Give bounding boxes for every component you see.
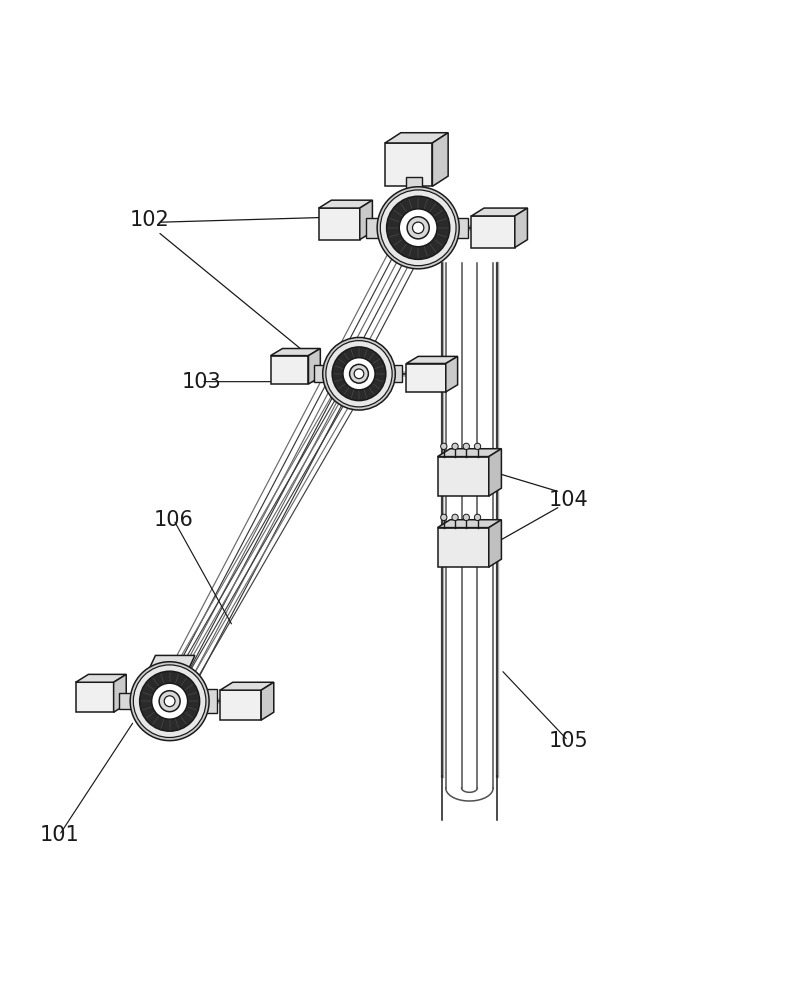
Bar xyxy=(366,218,379,238)
Polygon shape xyxy=(471,208,527,216)
Circle shape xyxy=(326,341,392,407)
Circle shape xyxy=(452,443,458,450)
Polygon shape xyxy=(437,457,488,496)
Polygon shape xyxy=(471,216,514,248)
Bar xyxy=(204,689,217,713)
Polygon shape xyxy=(437,520,502,528)
Circle shape xyxy=(133,665,206,737)
Polygon shape xyxy=(360,200,372,240)
Text: 105: 105 xyxy=(548,731,588,751)
Circle shape xyxy=(440,514,447,521)
Text: 103: 103 xyxy=(181,372,221,392)
Circle shape xyxy=(350,364,368,383)
Circle shape xyxy=(159,691,180,712)
Circle shape xyxy=(474,514,481,521)
Circle shape xyxy=(452,514,458,521)
Polygon shape xyxy=(437,528,488,567)
Bar xyxy=(391,365,402,382)
Text: 106: 106 xyxy=(154,510,193,530)
Text: 104: 104 xyxy=(548,490,588,510)
Polygon shape xyxy=(261,682,274,720)
Polygon shape xyxy=(150,655,195,667)
Polygon shape xyxy=(432,133,448,186)
Circle shape xyxy=(463,443,469,450)
Polygon shape xyxy=(271,356,308,384)
Circle shape xyxy=(140,671,200,731)
Polygon shape xyxy=(488,449,502,496)
Circle shape xyxy=(474,443,481,450)
Polygon shape xyxy=(385,133,448,143)
Text: 102: 102 xyxy=(130,210,170,230)
Circle shape xyxy=(463,514,469,521)
Circle shape xyxy=(413,222,424,233)
Circle shape xyxy=(130,662,209,741)
Circle shape xyxy=(151,683,188,719)
Polygon shape xyxy=(514,208,527,248)
Polygon shape xyxy=(220,690,261,720)
Circle shape xyxy=(164,696,175,707)
Circle shape xyxy=(440,443,447,450)
Text: 101: 101 xyxy=(39,825,79,845)
Bar xyxy=(119,693,133,709)
Polygon shape xyxy=(488,520,502,567)
Bar xyxy=(406,177,422,197)
Circle shape xyxy=(343,358,375,390)
Polygon shape xyxy=(437,449,502,457)
Polygon shape xyxy=(271,349,320,356)
Polygon shape xyxy=(446,356,458,392)
Circle shape xyxy=(380,190,456,266)
Circle shape xyxy=(377,187,459,269)
Polygon shape xyxy=(319,200,372,208)
Polygon shape xyxy=(76,682,114,712)
Polygon shape xyxy=(76,674,126,682)
Circle shape xyxy=(387,196,450,259)
Circle shape xyxy=(332,347,386,401)
Polygon shape xyxy=(406,356,458,364)
Polygon shape xyxy=(319,208,360,240)
Polygon shape xyxy=(308,349,320,384)
Polygon shape xyxy=(385,143,432,186)
Circle shape xyxy=(407,217,429,239)
Circle shape xyxy=(399,209,437,247)
Bar xyxy=(455,218,468,238)
Circle shape xyxy=(323,337,395,410)
Bar xyxy=(313,365,326,382)
Circle shape xyxy=(354,369,364,379)
Polygon shape xyxy=(114,674,126,712)
Polygon shape xyxy=(406,364,446,392)
Polygon shape xyxy=(220,682,274,690)
